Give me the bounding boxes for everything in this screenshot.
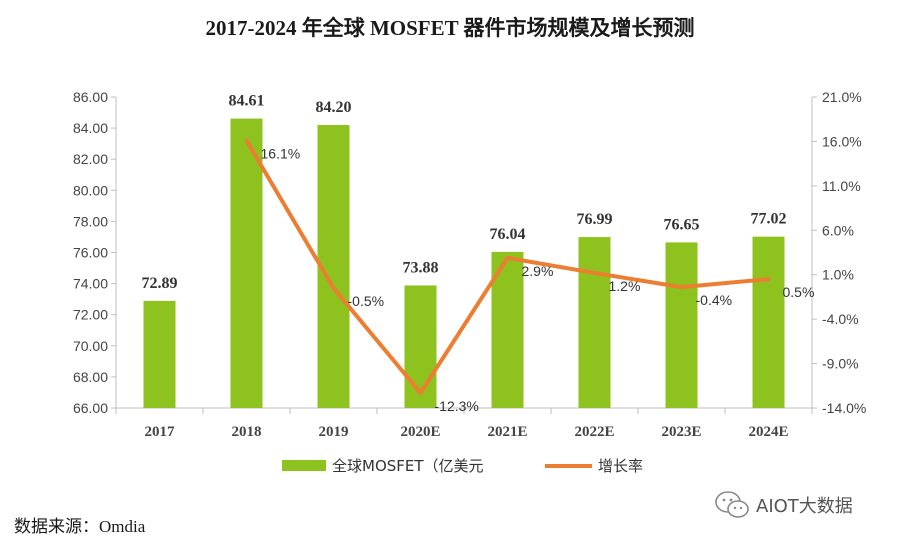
wechat-icon bbox=[715, 491, 749, 518]
bar-value-label: 76.65 bbox=[664, 216, 700, 233]
bar-value-labels: 72.89 84.61 84.20 73.88 76.04 76.99 76.65 77.02 bbox=[142, 93, 787, 292]
category-label: 2021E bbox=[487, 424, 527, 440]
bars bbox=[143, 118, 785, 409]
bar-value-label: 72.89 bbox=[142, 275, 178, 292]
bar bbox=[665, 242, 698, 408]
left-tick-label: 72.00 bbox=[73, 307, 108, 323]
bar-value-label: 77.02 bbox=[751, 211, 787, 228]
growth-label: -0.4% bbox=[696, 292, 733, 308]
source-note: 数据来源：Omdia bbox=[14, 517, 146, 536]
growth-label: -12.3% bbox=[435, 398, 479, 414]
category-labels: 2017 2018 2019 2020E 2021E 2022E 2023E 2024E bbox=[145, 424, 789, 440]
category-label: 2020E bbox=[400, 424, 440, 440]
chart-title: 2017-2024 年全球 MOSFET 器件市场规模及增长预测 bbox=[205, 16, 695, 40]
bar-value-label: 73.88 bbox=[403, 259, 439, 276]
growth-point bbox=[680, 285, 683, 289]
bar bbox=[404, 285, 437, 408]
left-tick-label: 86.00 bbox=[73, 89, 108, 105]
growth-label: 2.9% bbox=[522, 263, 554, 279]
growth-point bbox=[332, 286, 335, 290]
right-tick-label: -14.0% bbox=[822, 400, 866, 416]
bar-value-label: 76.04 bbox=[490, 226, 526, 243]
bar-value-label: 76.99 bbox=[577, 211, 613, 228]
legend-swatch-bar bbox=[282, 460, 326, 471]
growth-label: 0.5% bbox=[783, 284, 815, 300]
growth-line bbox=[244, 138, 771, 395]
left-tick-label: 68.00 bbox=[73, 369, 108, 385]
watermark: AIOT大数据 bbox=[714, 490, 853, 520]
growth-point bbox=[419, 391, 422, 395]
right-tick-label: 16.0% bbox=[822, 133, 862, 149]
category-label: 2023E bbox=[661, 424, 701, 440]
right-axis-ticks: -14.0% -9.0% -4.0% 1.0% 6.0% 11.0% 16.0% 21.0% bbox=[812, 89, 866, 416]
growth-label: -0.5% bbox=[348, 293, 385, 309]
right-tick-label: -4.0% bbox=[822, 311, 859, 327]
legend: 全球MOSFET（亿美元 增长率 bbox=[282, 457, 643, 475]
bar bbox=[578, 237, 611, 408]
right-tick-label: 11.0% bbox=[822, 178, 861, 194]
left-tick-label: 76.00 bbox=[73, 245, 108, 261]
left-tick-label: 84.00 bbox=[73, 120, 108, 136]
left-tick-label: 66.00 bbox=[73, 400, 108, 416]
left-tick-label: 80.00 bbox=[73, 182, 108, 198]
category-label: 2022E bbox=[574, 424, 614, 440]
bar bbox=[143, 300, 176, 408]
right-tick-label: 6.0% bbox=[822, 222, 854, 238]
left-axis-ticks: 66.00 68.00 70.00 72.00 74.00 76.00 78.00 80.00… bbox=[73, 89, 116, 416]
axes bbox=[115, 97, 813, 414]
growth-label: 16.1% bbox=[261, 146, 301, 162]
right-tick-label: 21.0% bbox=[822, 89, 862, 105]
growth-point bbox=[767, 277, 770, 281]
left-tick-label: 82.00 bbox=[73, 151, 108, 167]
left-tick-label: 78.00 bbox=[73, 213, 108, 229]
right-tick-label: 1.0% bbox=[822, 267, 854, 283]
watermark-text: AIOT大数据 bbox=[756, 496, 853, 517]
left-tick-label: 74.00 bbox=[73, 276, 108, 292]
right-tick-label: -9.0% bbox=[822, 356, 859, 372]
category-label: 2024E bbox=[748, 424, 788, 440]
legend-label-line: 增长率 bbox=[598, 457, 643, 475]
bar-value-label: 84.61 bbox=[229, 93, 265, 110]
growth-point bbox=[593, 271, 596, 275]
growth-labels: 16.1% -0.5% -12.3% 2.9% 1.2% -0.4% 0.5% bbox=[261, 146, 815, 414]
growth-point bbox=[506, 256, 509, 260]
category-label: 2018 bbox=[232, 424, 262, 440]
legend-label-bar: 全球MOSFET（亿美元 bbox=[332, 457, 484, 475]
bar bbox=[230, 118, 263, 408]
bar bbox=[752, 236, 785, 408]
growth-label: 1.2% bbox=[609, 278, 641, 294]
category-label: 2019 bbox=[319, 424, 349, 440]
category-label: 2017 bbox=[145, 424, 176, 440]
left-tick-label: 70.00 bbox=[73, 338, 108, 354]
bar-value-label: 84.20 bbox=[316, 99, 352, 116]
growth-point bbox=[245, 139, 248, 143]
